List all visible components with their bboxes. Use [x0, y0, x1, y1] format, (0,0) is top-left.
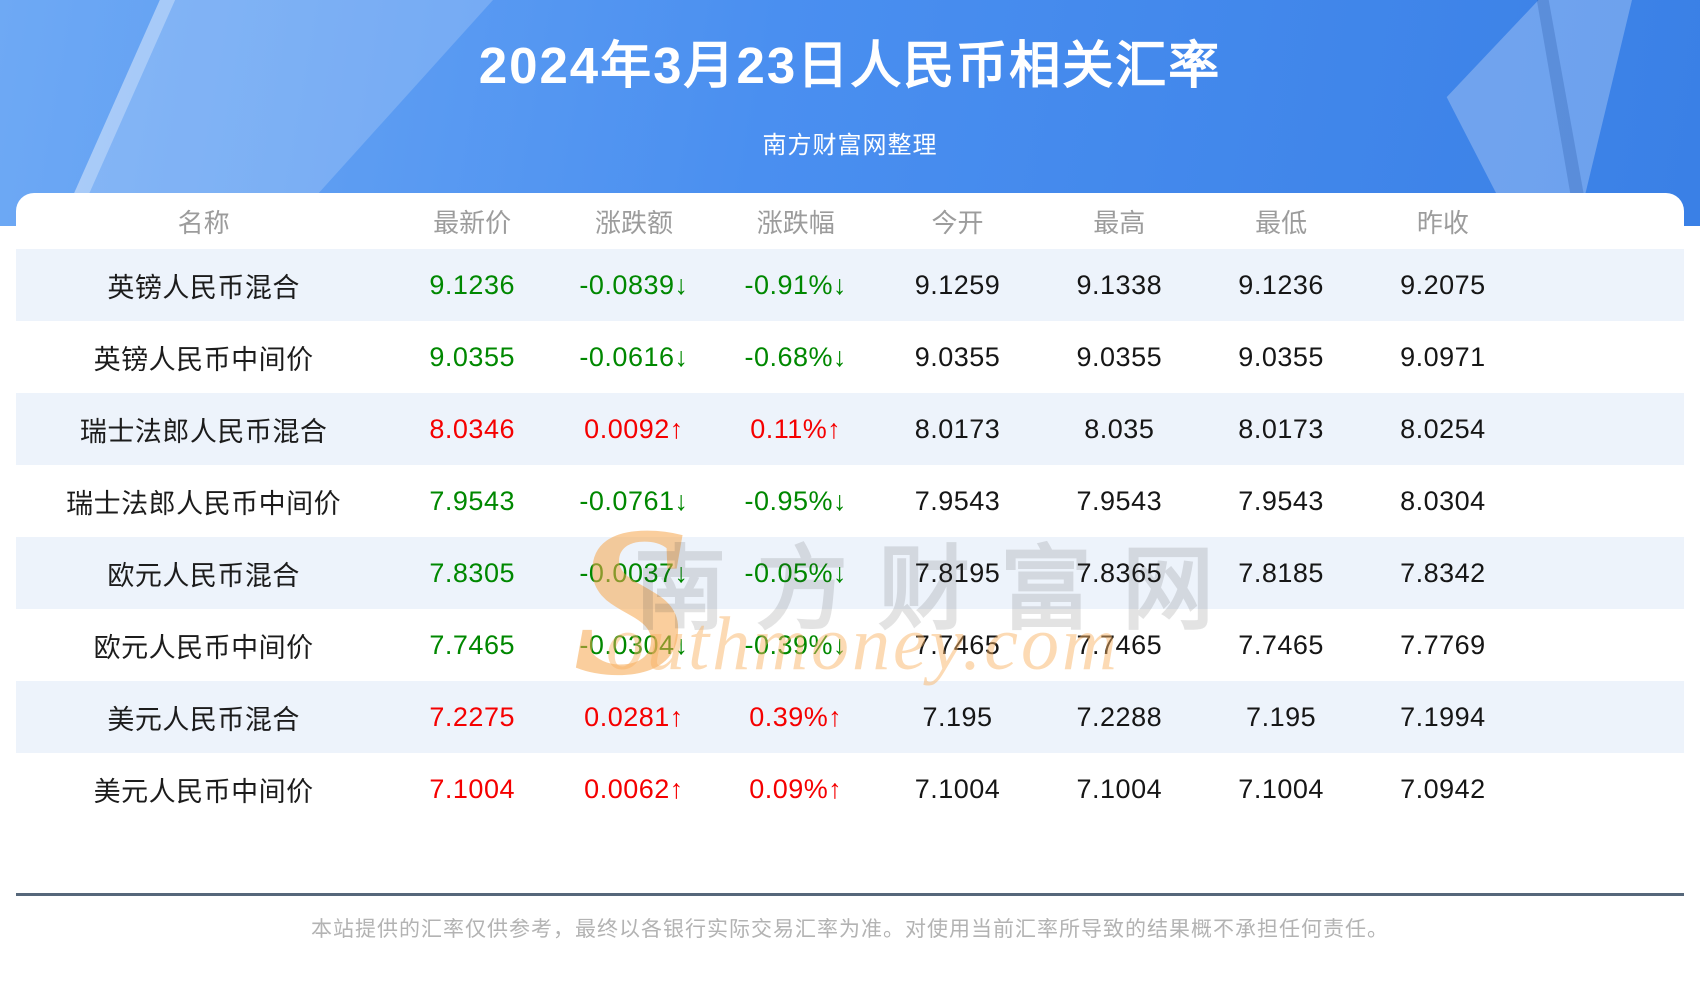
cell-low: 9.0355: [1238, 341, 1324, 372]
cell-latest: 7.8305: [429, 557, 515, 588]
page-title: 2024年3月23日人民币相关汇率: [478, 37, 1222, 94]
cell-open: 9.1259: [914, 269, 1001, 300]
cell-latest: 9.1236: [429, 269, 515, 300]
cell-spacer: [1524, 321, 1684, 393]
table-header-row: 名称 最新价 涨跌额 涨跌幅 今开 最高 最低 昨收: [16, 193, 1684, 249]
rates-table-card: 名称 最新价 涨跌额 涨跌幅 今开 最高 最低 昨收 英镑人民币混合 9.1236 -0.0839…: [16, 193, 1684, 825]
cell-open: 8.0173: [914, 413, 1001, 444]
page-subtitle: 南方财富网整理: [762, 132, 938, 159]
column-header-7: 昨收: [1416, 207, 1469, 238]
cell-high: 9.1338: [1076, 269, 1163, 300]
cell-name: 瑞士法郎人民币中间价: [66, 488, 342, 519]
cell-spacer: [1524, 465, 1684, 537]
table-row: 英镑人民币混合 9.1236 -0.0839↓ -0.91%↓ 9.1259 9.1338…: [16, 249, 1684, 321]
cell-latest: 9.0355: [429, 341, 515, 372]
cell-spacer: [1524, 681, 1684, 753]
cell-change_pct: 0.11%↑: [750, 413, 842, 444]
column-header-3: 涨跌幅: [756, 207, 835, 238]
cell-low: 7.195: [1246, 701, 1317, 732]
cell-high: 7.9543: [1076, 485, 1163, 516]
cell-prev_close: 7.1994: [1400, 701, 1486, 732]
cell-spacer: [1524, 249, 1684, 321]
table-row: 英镑人民币中间价 9.0355 -0.0616↓ -0.68%↓ 9.0355 9.035…: [16, 321, 1684, 393]
table-row: 瑞士法郎人民币混合 8.0346 0.0092↑ 0.11%↑ 8.0173 8.035 8…: [16, 393, 1684, 465]
cell-low: 7.9543: [1238, 485, 1324, 516]
cell-latest: 7.2275: [429, 701, 515, 732]
column-header-4: 今开: [931, 207, 984, 238]
cell-change: 0.0281↑: [584, 701, 684, 732]
footer-divider: [16, 893, 1684, 896]
cell-spacer: [1524, 609, 1684, 681]
column-header-spacer: [1524, 193, 1684, 249]
cell-low: 7.7465: [1238, 629, 1324, 660]
cell-high: 7.2288: [1076, 701, 1163, 732]
cell-change: -0.0761↓: [579, 485, 689, 516]
table-body: 英镑人民币混合 9.1236 -0.0839↓ -0.91%↓ 9.1259 9.1338…: [16, 249, 1684, 825]
cell-open: 7.7465: [914, 629, 1001, 660]
cell-name: 英镑人民币混合: [107, 272, 300, 303]
column-header-2: 涨跌额: [594, 207, 673, 238]
cell-change: -0.0616↓: [579, 341, 689, 372]
cell-open: 7.8195: [914, 557, 1001, 588]
cell-high: 7.1004: [1076, 773, 1163, 804]
column-header-1: 最新价: [433, 207, 512, 238]
cell-open: 7.195: [922, 701, 993, 732]
cell-high: 7.8365: [1076, 557, 1163, 588]
cell-prev_close: 7.7769: [1400, 629, 1486, 660]
cell-prev_close: 8.0254: [1400, 413, 1486, 444]
cell-low: 9.1236: [1238, 269, 1324, 300]
cell-name: 美元人民币混合: [107, 704, 300, 735]
cell-latest: 8.0346: [429, 413, 515, 444]
cell-open: 7.1004: [914, 773, 1001, 804]
cell-spacer: [1524, 537, 1684, 609]
cell-open: 7.9543: [914, 485, 1001, 516]
cell-change: -0.0839↓: [579, 269, 689, 300]
cell-change_pct: -0.91%↓: [744, 269, 848, 300]
cell-high: 9.0355: [1076, 341, 1163, 372]
cell-change_pct: -0.68%↓: [744, 341, 848, 372]
cell-change_pct: -0.95%↓: [744, 485, 848, 516]
cell-high: 8.035: [1084, 413, 1155, 444]
cell-change_pct: -0.05%↓: [744, 557, 848, 588]
cell-prev_close: 7.8342: [1400, 557, 1486, 588]
cell-change: 0.0062↑: [584, 773, 684, 804]
cell-change_pct: -0.39%↓: [744, 629, 848, 660]
cell-open: 9.0355: [914, 341, 1001, 372]
cell-latest: 7.1004: [429, 773, 515, 804]
cell-prev_close: 8.0304: [1400, 485, 1486, 516]
cell-prev_close: 9.0971: [1400, 341, 1486, 372]
cell-change: -0.0304↓: [579, 629, 689, 660]
cell-change: 0.0092↑: [584, 413, 684, 444]
table-header: 名称 最新价 涨跌额 涨跌幅 今开 最高 最低 昨收: [16, 193, 1684, 249]
cell-low: 8.0173: [1238, 413, 1324, 444]
disclaimer-text: 本站提供的汇率仅供参考，最终以各银行实际交易汇率为准。对使用当前汇率所导致的结果…: [311, 918, 1389, 941]
cell-change: -0.0037↓: [579, 557, 689, 588]
cell-spacer: [1524, 393, 1684, 465]
cell-spacer: [1524, 753, 1684, 825]
rates-table: 名称 最新价 涨跌额 涨跌幅 今开 最高 最低 昨收 英镑人民币混合 9.1236 -0.0839…: [16, 193, 1684, 825]
cell-name: 欧元人民币混合: [107, 560, 300, 591]
column-header-0: 名称: [177, 207, 230, 238]
cell-name: 瑞士法郎人民币混合: [79, 416, 328, 447]
column-header-5: 最高: [1093, 207, 1146, 238]
table-row: 美元人民币中间价 7.1004 0.0062↑ 0.09%↑ 7.1004 7.1004 7…: [16, 753, 1684, 825]
table-row: 美元人民币混合 7.2275 0.0281↑ 0.39%↑ 7.195 7.2288 7.1…: [16, 681, 1684, 753]
cell-change_pct: 0.39%↑: [749, 701, 843, 732]
cell-latest: 7.7465: [429, 629, 515, 660]
table-row: 欧元人民币中间价 7.7465 -0.0304↓ -0.39%↓ 7.7465 7.746…: [16, 609, 1684, 681]
cell-prev_close: 9.2075: [1400, 269, 1486, 300]
cell-change_pct: 0.09%↑: [749, 773, 843, 804]
cell-prev_close: 7.0942: [1400, 773, 1486, 804]
cell-low: 7.1004: [1238, 773, 1324, 804]
cell-name: 欧元人民币中间价: [93, 632, 314, 663]
cell-low: 7.8185: [1238, 557, 1324, 588]
column-header-6: 最低: [1255, 207, 1308, 238]
cell-name: 英镑人民币中间价: [93, 344, 314, 375]
cell-name: 美元人民币中间价: [93, 776, 314, 807]
table-row: 欧元人民币混合 7.8305 -0.0037↓ -0.05%↓ 7.8195 7.8365…: [16, 537, 1684, 609]
table-row: 瑞士法郎人民币中间价 7.9543 -0.0761↓ -0.95%↓ 7.9543 7.9…: [16, 465, 1684, 537]
cell-high: 7.7465: [1076, 629, 1163, 660]
cell-latest: 7.9543: [429, 485, 515, 516]
